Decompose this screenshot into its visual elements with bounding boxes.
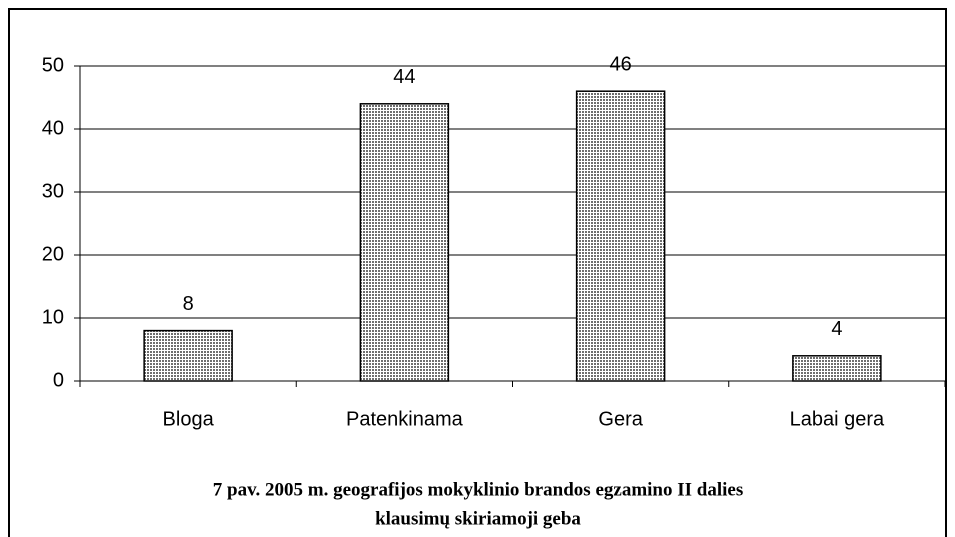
- bar: [575, 90, 666, 382]
- y-tick-label: 50: [42, 54, 64, 76]
- bar: [143, 329, 233, 382]
- bar: [359, 103, 450, 382]
- x-tick-label: Gera: [598, 408, 643, 430]
- y-tick-label: 10: [42, 306, 64, 328]
- caption-line: 7 pav. 2005 m. geografijos mokyklinio br…: [213, 479, 743, 500]
- x-tick-label: Labai gera: [790, 408, 885, 430]
- bar: [792, 355, 882, 382]
- x-tick-label: Bloga: [163, 408, 215, 430]
- data-label: 4: [831, 318, 842, 340]
- y-tick-label: 0: [53, 369, 64, 391]
- y-tick-label: 20: [42, 243, 64, 265]
- data-label: 46: [610, 53, 632, 75]
- data-label: 44: [393, 66, 415, 88]
- caption-line: klausimų skiriamoji geba: [375, 508, 581, 529]
- x-tick-label: Patenkinama: [346, 408, 464, 430]
- y-tick-label: 30: [42, 180, 64, 202]
- y-tick-label: 40: [42, 117, 64, 139]
- frame: [8, 8, 947, 537]
- data-label: 8: [183, 293, 194, 315]
